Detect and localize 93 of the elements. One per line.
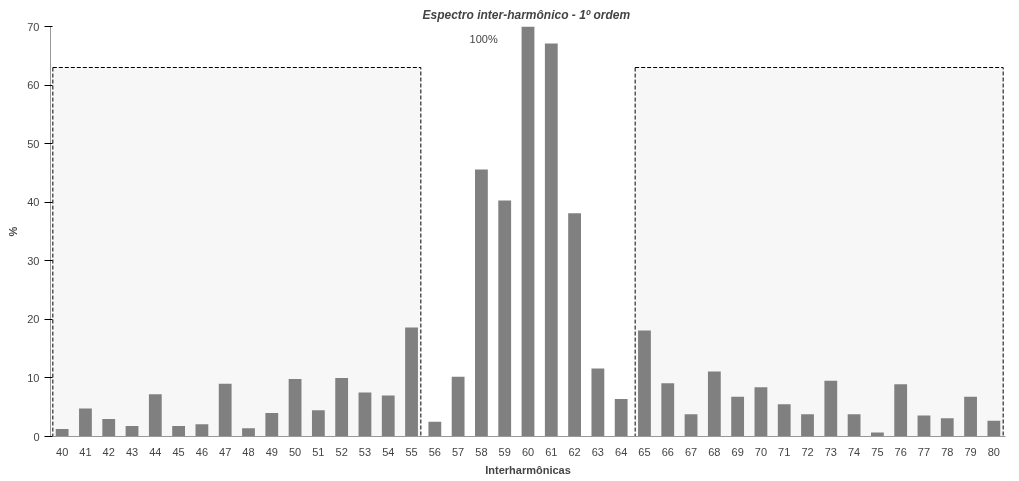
- x-tick-label: 60: [521, 445, 535, 458]
- x-tick-label: 64: [615, 445, 628, 458]
- x-tick-label: 59: [498, 445, 511, 458]
- bar: [544, 43, 558, 437]
- bar: [754, 387, 768, 437]
- x-tick-label: 57: [452, 445, 465, 458]
- bar: [358, 392, 372, 437]
- bar: [894, 384, 908, 437]
- x-tick-label: 72: [801, 445, 814, 458]
- y-tick-label: 20: [27, 313, 40, 326]
- x-tick-label: 69: [731, 445, 744, 458]
- bar: [591, 368, 605, 437]
- bar: [311, 410, 325, 437]
- bar: [940, 418, 954, 437]
- x-tick-label: 62: [568, 445, 581, 458]
- bar: [265, 413, 279, 437]
- x-tick-label: 50: [288, 445, 302, 458]
- x-tick-label: 52: [335, 445, 348, 458]
- bar: [987, 420, 1001, 437]
- bar: [824, 380, 838, 437]
- bar: [172, 425, 186, 437]
- bar: [498, 200, 512, 437]
- x-tick-label: 80: [987, 445, 1000, 458]
- bar: [521, 26, 535, 437]
- x-tick-label: 40: [56, 445, 69, 458]
- x-tick-label: 48: [242, 445, 255, 458]
- x-tick-label: 77: [917, 445, 931, 458]
- bar: [731, 396, 745, 437]
- bar: [102, 418, 116, 437]
- bar: [870, 432, 884, 437]
- x-tick-label: 44: [149, 445, 162, 458]
- x-tick-label: 73: [824, 445, 837, 458]
- y-tick-label: 10: [27, 371, 40, 384]
- bar: [55, 428, 69, 437]
- x-axis-title: Interharmônicas: [485, 463, 571, 476]
- y-tick-label: 70: [27, 20, 40, 33]
- y-tick-label: 30: [27, 254, 40, 267]
- x-tick-label: 41: [79, 445, 92, 458]
- bar: [777, 404, 791, 437]
- bar: [79, 408, 92, 437]
- x-tick-label: 46: [195, 445, 209, 458]
- bar: [242, 428, 255, 437]
- bar: [661, 383, 675, 437]
- x-tick-label: 76: [894, 445, 907, 458]
- bar: [288, 379, 302, 437]
- bar: [218, 383, 232, 437]
- x-tick-label: 70: [754, 445, 768, 458]
- bar: [335, 377, 349, 437]
- x-tick-label: 45: [172, 445, 185, 458]
- x-tick-label: 63: [591, 445, 605, 458]
- x-tick-label: 54: [382, 445, 395, 458]
- x-tick-label: 43: [125, 445, 139, 458]
- bar: [451, 376, 465, 437]
- y-tick-label: 0: [33, 430, 40, 443]
- bar: [801, 414, 814, 437]
- x-tick-label: 53: [358, 445, 372, 458]
- bar: [964, 396, 977, 437]
- bar: [428, 421, 442, 437]
- bar: [847, 414, 861, 437]
- bar: [638, 330, 651, 437]
- x-tick-label: 51: [312, 445, 325, 458]
- x-tick-label: 49: [265, 445, 278, 458]
- x-tick-label: 67: [684, 445, 698, 458]
- x-tick-label: 47: [219, 445, 232, 458]
- annotation: 100%: [469, 32, 498, 45]
- bar: [148, 394, 162, 437]
- x-tick-label: 68: [708, 445, 721, 458]
- bar: [381, 395, 395, 437]
- x-tick-label: 75: [871, 445, 884, 458]
- y-tick-label: 60: [27, 79, 40, 92]
- bar: [684, 414, 698, 437]
- bar: [614, 399, 628, 437]
- x-tick-label: 79: [964, 445, 977, 458]
- x-tick-label: 61: [545, 445, 558, 458]
- chart-title: Espectro inter-harmônico - 1º ordem: [422, 7, 631, 22]
- x-tick-label: 78: [941, 445, 954, 458]
- bar: [917, 415, 931, 437]
- x-tick-label: 56: [428, 445, 441, 458]
- x-tick-label: 58: [475, 445, 488, 458]
- x-tick-label: 65: [638, 445, 651, 458]
- x-tick-label: 42: [102, 445, 115, 458]
- bar: [707, 371, 721, 437]
- x-tick-label: 55: [405, 445, 418, 458]
- y-axis-title: %: [7, 226, 20, 237]
- x-tick-label: 66: [661, 445, 674, 458]
- bar: [405, 327, 418, 437]
- y-tick-label: 40: [27, 196, 40, 209]
- y-tick-label: 50: [27, 137, 40, 150]
- x-tick-label: 74: [847, 445, 861, 458]
- bar: [568, 213, 581, 437]
- bar: [475, 169, 488, 437]
- bar: [195, 424, 209, 437]
- x-tick-label: 71: [778, 445, 791, 458]
